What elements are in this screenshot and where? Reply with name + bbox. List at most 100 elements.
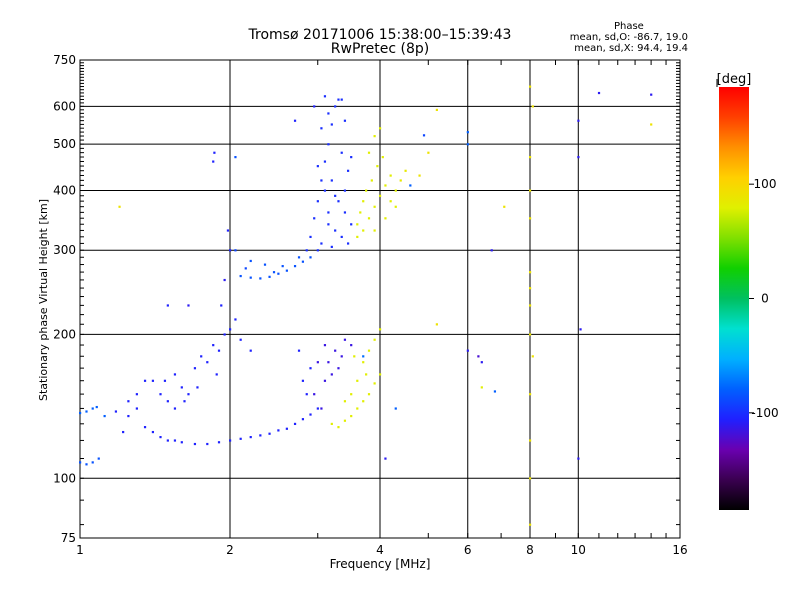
data-point — [340, 355, 343, 358]
data-point — [334, 229, 337, 232]
data-point — [529, 304, 532, 307]
data-point — [217, 349, 221, 352]
data-point — [529, 287, 532, 290]
data-point — [362, 229, 365, 232]
data-point — [277, 429, 280, 432]
data-point — [166, 304, 169, 307]
data-point — [480, 361, 483, 364]
data-point — [394, 205, 397, 208]
data-point — [480, 386, 483, 389]
phase-heading: Phase — [613, 21, 644, 32]
data-point — [249, 276, 252, 279]
data-point — [373, 338, 376, 341]
data-point — [418, 174, 421, 177]
data-point — [394, 189, 397, 192]
data-point — [350, 223, 353, 226]
data-point — [577, 457, 580, 460]
data-point — [297, 349, 301, 352]
data-point — [293, 265, 297, 268]
data-point — [370, 179, 373, 182]
data-point — [320, 127, 323, 130]
data-point — [373, 205, 376, 208]
data-point — [579, 328, 582, 331]
data-point — [330, 123, 333, 126]
data-point — [206, 361, 209, 364]
data-point — [249, 259, 252, 263]
data-point — [359, 211, 362, 214]
data-point — [404, 169, 407, 172]
data-point — [529, 271, 532, 274]
phase-o-stats: mean, sd,O: -86.7, 19.0 — [569, 32, 688, 43]
data-point — [529, 85, 532, 88]
data-point — [85, 410, 88, 413]
data-point — [97, 457, 100, 460]
data-point — [367, 217, 371, 220]
data-point — [229, 328, 232, 331]
data-point — [212, 344, 215, 347]
chart-subtitle: RwPretec (8p) — [330, 41, 430, 57]
data-point — [173, 407, 177, 410]
data-point — [365, 189, 368, 192]
data-point — [95, 405, 98, 409]
data-point — [365, 373, 368, 376]
y-tick-label: 200 — [53, 327, 76, 341]
data-point — [327, 223, 330, 226]
data-point — [330, 245, 333, 248]
data-point — [320, 407, 323, 410]
data-point — [529, 333, 532, 336]
x-tick-label: 1 — [76, 543, 84, 557]
data-point — [193, 442, 197, 446]
data-point — [373, 382, 376, 385]
data-point — [466, 349, 469, 352]
data-point — [234, 318, 237, 321]
grid-lines — [80, 60, 680, 538]
colorbar-ticks: 100 0 -100 — [716, 79, 779, 420]
data-point — [316, 165, 319, 168]
data-point — [180, 386, 183, 389]
data-point — [529, 189, 532, 192]
data-point — [309, 367, 312, 370]
data-point — [327, 361, 330, 364]
data-point — [381, 156, 384, 159]
data-point — [323, 344, 327, 347]
data-point — [268, 432, 271, 435]
data-point — [249, 435, 252, 439]
data-point — [650, 93, 653, 96]
data-point — [316, 249, 319, 252]
data-point — [362, 400, 365, 403]
data-point — [91, 461, 94, 464]
data-point — [337, 426, 340, 429]
data-point — [337, 98, 340, 101]
colorbar-tick-label: 0 — [761, 292, 769, 306]
data-point — [173, 373, 177, 376]
data-point — [85, 463, 88, 466]
data-point — [305, 393, 308, 396]
data-point — [384, 457, 387, 460]
data-point — [305, 249, 308, 252]
data-point — [337, 200, 340, 203]
data-point — [466, 131, 469, 134]
data-point — [309, 413, 312, 416]
data-point — [215, 373, 218, 376]
data-point — [362, 200, 365, 203]
data-point — [577, 119, 580, 122]
y-axis-ticks: 75 100 200 300 400 500 600 750 — [53, 53, 680, 545]
data-point — [323, 379, 327, 382]
data-point — [373, 135, 376, 138]
data-point — [297, 256, 301, 259]
data-point — [263, 263, 267, 266]
data-point — [356, 235, 359, 239]
data-point — [531, 105, 534, 108]
data-point — [340, 98, 343, 101]
colorbar-tick-label: -100 — [751, 406, 778, 420]
data-point — [212, 160, 215, 163]
data-point — [394, 407, 397, 410]
data-point — [220, 304, 223, 307]
y-tick-label: 300 — [53, 243, 76, 257]
data-point — [340, 151, 343, 154]
phase-statistics: Phase mean, sd,O: -86.7, 19.0 mean, sd,X… — [570, 21, 688, 54]
data-point — [277, 272, 280, 275]
data-point — [159, 435, 162, 439]
data-point — [503, 205, 506, 208]
data-point — [301, 379, 305, 382]
